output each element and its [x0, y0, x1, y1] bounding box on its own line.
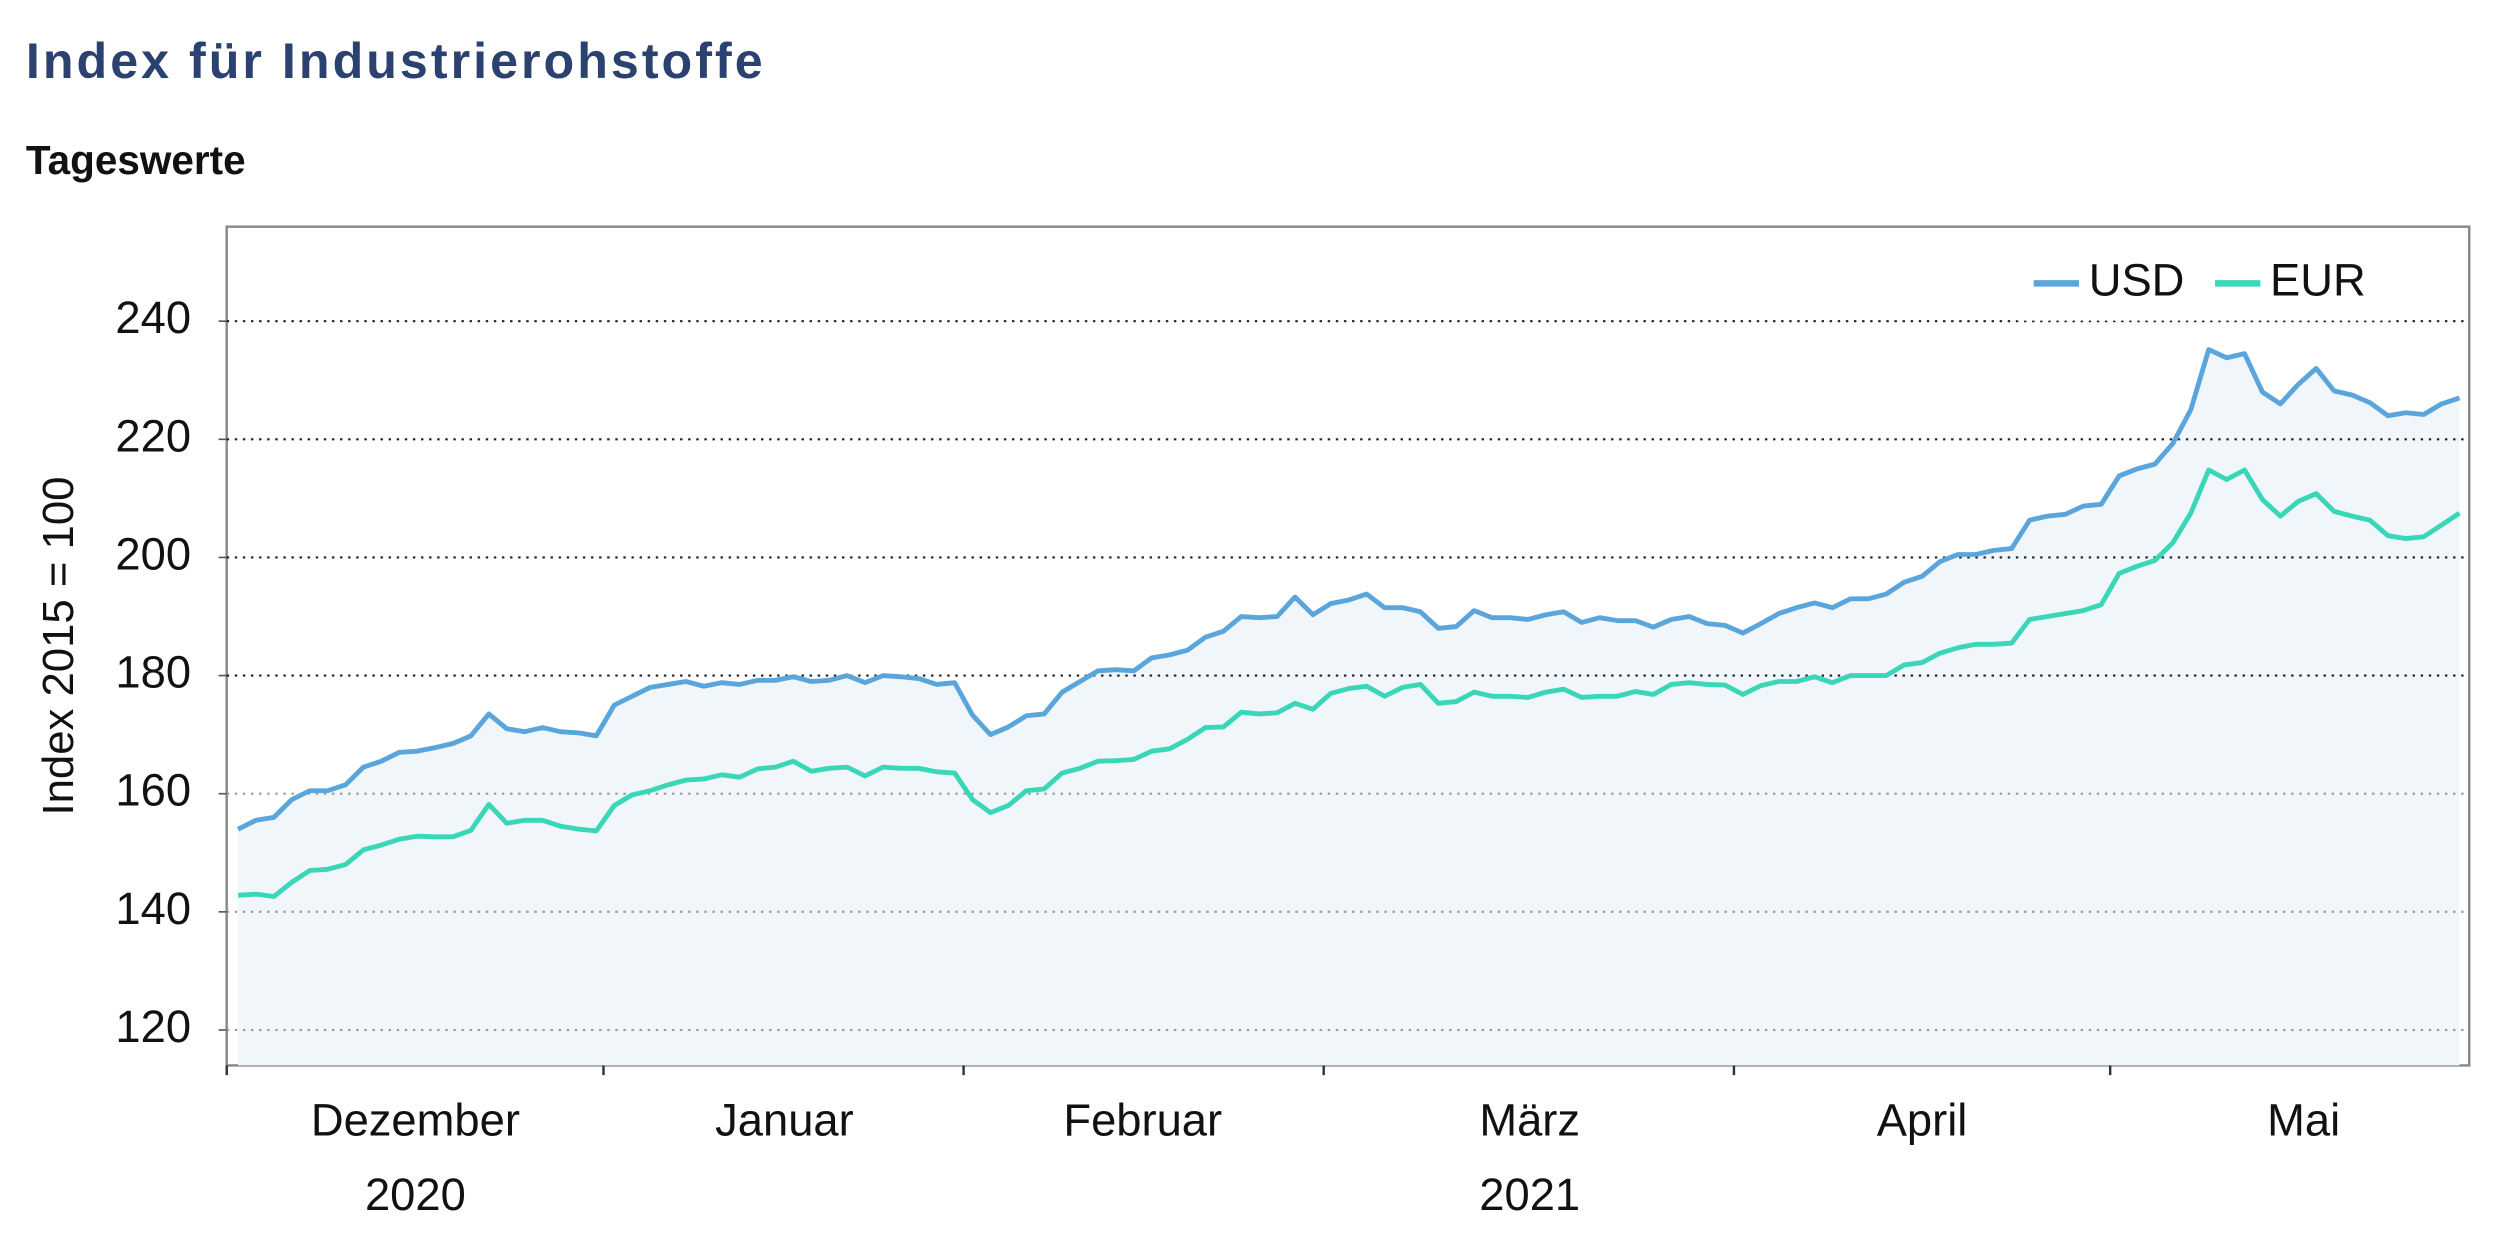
y-tick-label: 120	[115, 1001, 191, 1052]
x-tick-label: Januar	[715, 1095, 854, 1146]
x-tick-label: April	[1877, 1095, 1968, 1146]
area-fill	[238, 349, 2460, 1066]
chart-subtitle: Tageswerte	[26, 137, 246, 183]
y-tick-label: 200	[115, 528, 191, 579]
legend-label: EUR	[2270, 254, 2366, 305]
legend: USD EUR	[2017, 246, 2394, 321]
y-tick-label: 160	[115, 765, 191, 816]
x-year-label: 2020	[365, 1169, 466, 1220]
y-tick-label: 240	[115, 292, 191, 343]
x-year-label: 2021	[1479, 1169, 1580, 1220]
y-axis-label: Index 2015 = 100	[34, 477, 83, 816]
y-tick-label: 220	[115, 410, 191, 461]
data-line	[237, 467, 2461, 899]
x-tick-label: Mai	[2267, 1095, 2340, 1146]
y-tick-label: 180	[115, 647, 191, 698]
chart-title: Index für Industrierohstoffe	[26, 33, 763, 89]
y-tick-label: 140	[115, 883, 191, 934]
x-tick-label: Februar	[1063, 1095, 1222, 1146]
data-line	[236, 347, 2461, 832]
legend-bg	[2017, 246, 2394, 321]
legend-label: USD	[2089, 254, 2185, 305]
x-tick-label: März	[1479, 1095, 1580, 1146]
x-tick-label: Dezember	[311, 1095, 520, 1146]
